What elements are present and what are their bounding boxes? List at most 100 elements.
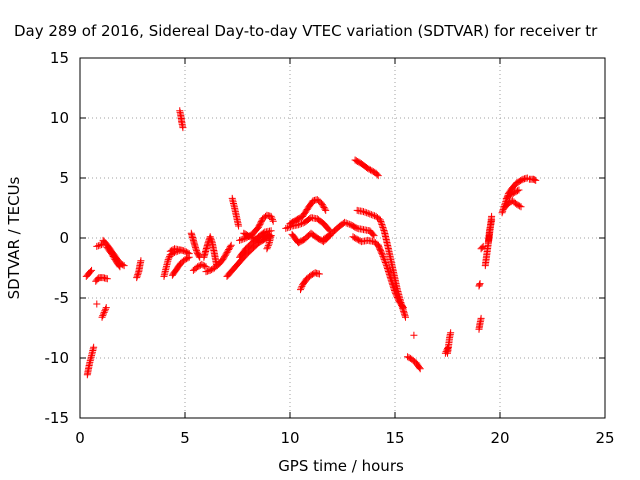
- data-point: [315, 270, 323, 278]
- data-point: [102, 305, 110, 313]
- data-point: [342, 219, 350, 227]
- data-point: [376, 216, 384, 224]
- data-point: [201, 262, 209, 270]
- data-point: [369, 211, 377, 219]
- data-point: [245, 232, 253, 240]
- data-point: [381, 257, 389, 265]
- data-point: [237, 236, 245, 244]
- x-tick-label: 15: [385, 429, 404, 447]
- data-point: [269, 216, 276, 224]
- data-point: [402, 313, 409, 321]
- x-tick-label: 20: [490, 429, 509, 447]
- data-point: [219, 256, 227, 264]
- data-point: [193, 247, 201, 255]
- data-point: [377, 218, 385, 225]
- data-point: [488, 216, 496, 224]
- data-point: [268, 214, 276, 222]
- data-point: [264, 242, 272, 250]
- data-point: [110, 254, 118, 262]
- data-point: [361, 208, 369, 216]
- data-point: [225, 246, 233, 254]
- data-point: [377, 219, 385, 227]
- data-point: [103, 275, 111, 283]
- data-point: [294, 221, 302, 229]
- data-point: [319, 202, 327, 210]
- data-point: [257, 233, 265, 241]
- data-point: [93, 242, 101, 250]
- data-point: [252, 235, 260, 243]
- data-point: [360, 208, 367, 216]
- data-point: [239, 235, 247, 243]
- data-point: [379, 225, 387, 233]
- data-point: [297, 284, 305, 292]
- data-point: [399, 302, 407, 310]
- data-point: [380, 255, 388, 263]
- data-point: [263, 231, 271, 239]
- data-point: [220, 253, 228, 261]
- x-tick-label: 5: [180, 429, 190, 447]
- data-point: [379, 252, 387, 260]
- y-tick-label: 0: [59, 229, 69, 247]
- data-point: [93, 300, 101, 308]
- data-point: [185, 253, 193, 261]
- axis-ticks: [79, 57, 606, 419]
- data-point: [207, 234, 215, 242]
- data-point: [318, 201, 326, 209]
- data-point: [192, 245, 200, 253]
- data-point: [184, 254, 192, 262]
- data-point: [318, 199, 325, 207]
- data-point: [381, 259, 389, 267]
- data-point: [108, 251, 116, 259]
- y-tick-label: -5: [54, 289, 69, 307]
- tick-labels: 0 5 10 15 20 25 -15 -10 -5 0 5 10 15: [45, 49, 615, 447]
- data-point: [240, 235, 248, 243]
- data-point: [517, 203, 525, 211]
- chart-title: Day 289 of 2016, Sidereal Day-to-day VTE…: [14, 22, 598, 40]
- data-point: [260, 232, 268, 240]
- data-point: [379, 224, 387, 231]
- y-axis-label: SDTVAR / TECUs: [5, 176, 23, 299]
- data-point: [208, 237, 216, 245]
- data-point: [99, 312, 107, 320]
- data-point: [227, 241, 235, 249]
- data-point: [226, 244, 234, 252]
- data-point: [137, 257, 145, 265]
- data-point: [269, 217, 277, 225]
- data-point: [100, 308, 108, 316]
- data-point: [341, 218, 349, 226]
- data-point: [267, 212, 275, 220]
- data-point: [371, 212, 379, 220]
- data-point: [378, 249, 386, 257]
- data-point: [531, 176, 539, 184]
- data-point: [299, 219, 307, 227]
- data-point: [283, 224, 291, 232]
- data-point: [263, 245, 271, 253]
- data-point: [179, 124, 187, 132]
- data-point: [498, 209, 506, 217]
- data-point: [478, 244, 486, 252]
- data-point: [499, 207, 507, 215]
- data-point: [134, 269, 142, 277]
- data-point: [532, 176, 540, 184]
- data-point: [374, 172, 382, 180]
- data-point: [378, 251, 386, 259]
- data-point: [443, 346, 451, 354]
- data-point: [164, 256, 172, 264]
- data-point: [344, 220, 352, 228]
- data-point: [134, 271, 142, 279]
- data-point: [298, 220, 306, 228]
- data-point: [133, 272, 141, 280]
- data-point: [101, 307, 109, 315]
- data-point: [367, 211, 375, 219]
- data-point: [133, 274, 141, 282]
- data-point: [285, 223, 293, 231]
- data-point: [416, 365, 424, 373]
- data-point: [265, 230, 273, 238]
- data-point: [87, 268, 94, 276]
- data-point: [99, 310, 107, 318]
- data-point: [322, 206, 330, 214]
- y-tick-label: -15: [45, 409, 70, 427]
- data-point: [177, 246, 185, 254]
- data-point: [235, 222, 243, 230]
- data-point: [115, 262, 123, 270]
